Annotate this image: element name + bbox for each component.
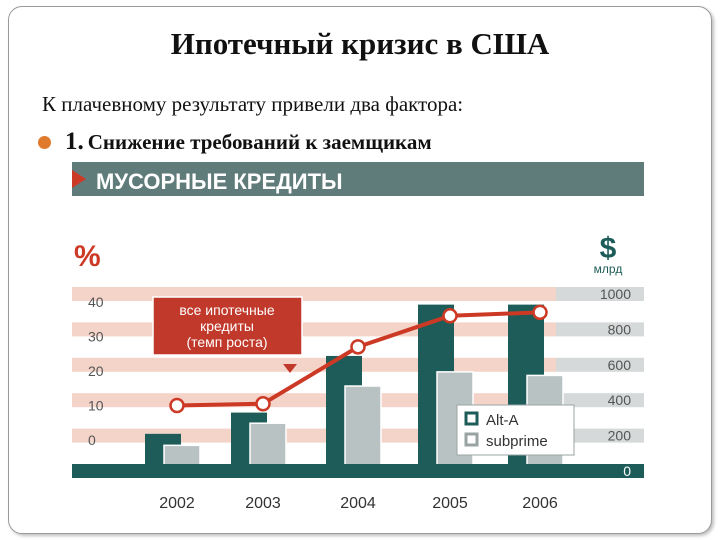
bullet-item: 1. Снижение требований к заемщикам (38, 128, 432, 156)
grid-band-right (556, 428, 644, 443)
x-axis-tick: 2002 (159, 495, 195, 512)
right-axis-tick: 200 (608, 428, 632, 444)
x-axis-tick: 2003 (245, 495, 281, 512)
legend-swatch-subprime (464, 432, 479, 447)
right-axis-tick: 400 (608, 392, 632, 408)
chart-baseline (72, 464, 644, 478)
grid-band-right (556, 287, 644, 301)
legend-swatch-alt-a (464, 411, 479, 426)
left-axis-tick: 40 (88, 294, 104, 310)
right-axis-tick: 600 (608, 357, 632, 373)
bullet-text: Снижение требований к заемщикам (87, 130, 432, 154)
callout-pointer-icon (283, 364, 297, 373)
growth-rate-point (350, 339, 366, 355)
callout-text: (темп роста) (186, 334, 267, 350)
slide-intro: К плачевному результату привели два факт… (42, 92, 464, 116)
grid-band-right (556, 357, 644, 372)
right-axis-tick: 800 (608, 321, 632, 337)
right-axis-currency-symbol: $ (600, 232, 617, 265)
growth-rate-point (532, 304, 548, 321)
bullet-number: 1. (65, 128, 84, 155)
legend-label-alt-a: Alt-A (486, 412, 519, 429)
x-axis-tick: 2005 (432, 495, 468, 512)
left-axis-label: % (74, 240, 101, 273)
left-axis-tick: 20 (88, 363, 104, 379)
left-axis-tick: 10 (88, 398, 104, 414)
right-axis-unit: млрд (594, 262, 623, 276)
growth-rate-point (442, 308, 458, 324)
grid-band (72, 287, 556, 301)
chart-title-banner (72, 162, 644, 196)
x-axis-tick: 2006 (522, 495, 558, 512)
growth-rate-point (169, 397, 185, 414)
x-axis-tick: 2004 (340, 495, 376, 512)
left-axis-tick: 30 (88, 329, 104, 345)
left-axis-tick: 0 (88, 432, 96, 448)
banner-arrow-icon (72, 170, 86, 188)
grid-band (72, 357, 556, 372)
growth-rate-point (255, 396, 271, 412)
chart-title: МУСОРНЫЕ КРЕДИТЫ (96, 169, 343, 194)
grid-band-right (556, 393, 644, 408)
bullet-dot-icon (38, 135, 51, 149)
bar-subprime (249, 422, 287, 472)
grid-band (72, 322, 556, 337)
bar-subprime (344, 385, 382, 472)
callout-text: все ипотечные (179, 302, 275, 318)
callout-box (152, 296, 303, 356)
right-axis-tick: 1000 (600, 286, 631, 302)
slide-title: Ипотечный кризис в США (170, 26, 550, 61)
legend-label-subprime: subprime (486, 433, 548, 450)
callout-text: кредиты (200, 318, 254, 334)
grid-band-right (556, 322, 644, 337)
right-axis-tick: 0 (623, 463, 631, 479)
